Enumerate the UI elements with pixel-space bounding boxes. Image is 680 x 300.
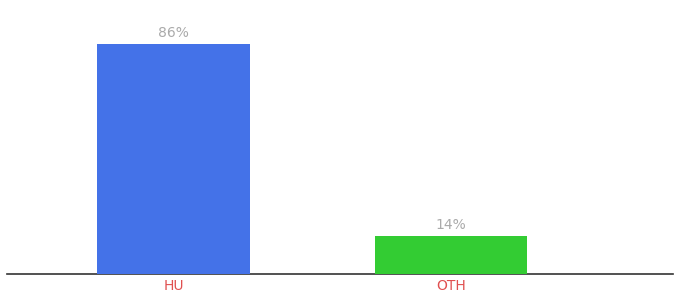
Text: 14%: 14% — [436, 218, 466, 232]
Bar — [375, 236, 528, 274]
Text: 86%: 86% — [158, 26, 189, 40]
Bar — [97, 44, 250, 274]
